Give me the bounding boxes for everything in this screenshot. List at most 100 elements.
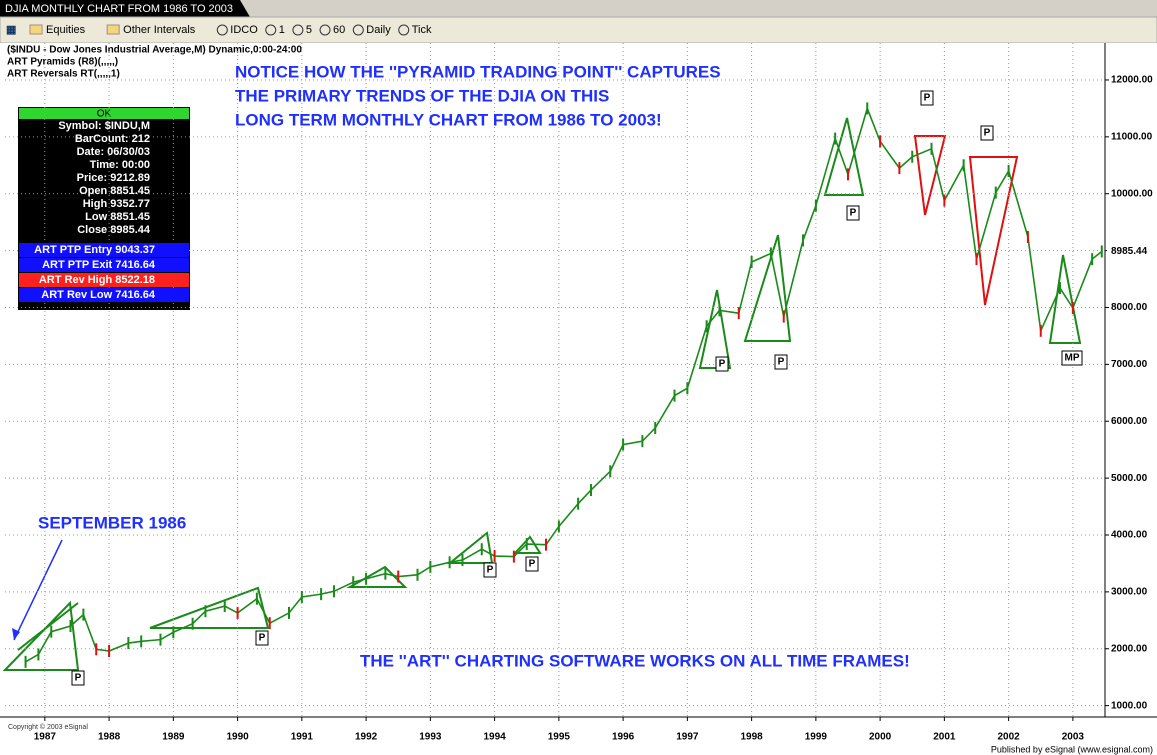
bar-tick (975, 253, 978, 266)
last-price-box (1107, 244, 1155, 259)
arrow (13, 539, 63, 641)
marker-label: P (75, 673, 82, 684)
x-tick-label: 1988 (98, 732, 121, 743)
y-tick-label: 12000.00 (1111, 75, 1153, 86)
tab-title: DJIA MONTHLY CHART FROM 1986 TO 2003 (5, 3, 233, 15)
bar-tick (609, 465, 612, 478)
bar-tick (448, 556, 451, 569)
study-label: ART Pyramids (R8)(,,,,,) (7, 57, 118, 68)
bar-tick (930, 142, 933, 155)
bar-tick (994, 186, 997, 199)
marker-label: P (984, 128, 991, 139)
annotation: NOTICE HOW THE ''PYRAMID TRADING POINT''… (235, 62, 721, 81)
bar-tick (50, 625, 53, 638)
info-line: Low 8851.45 (85, 211, 150, 223)
toolbar-item[interactable]: Other Intervals (123, 24, 196, 36)
x-tick-label: 1991 (291, 732, 314, 743)
marker-label: P (487, 565, 494, 576)
bar-tick (320, 588, 323, 601)
toolbar-item[interactable]: IDCO (230, 24, 258, 36)
bar-tick (866, 102, 869, 115)
x-tick-label: 1993 (419, 732, 442, 743)
info-line: Price: 9212.89 (77, 172, 150, 184)
toolbar-item[interactable]: Tick (412, 24, 432, 36)
info-line: Open 8851.45 (79, 185, 150, 197)
bar-tick (1091, 253, 1094, 266)
toolbar-item[interactable]: 1 (279, 24, 285, 36)
bar-tick (962, 159, 965, 172)
bar-tick (911, 150, 914, 163)
y-tick-label: 8000.00 (1111, 302, 1148, 313)
price-axis (1105, 43, 1157, 717)
pyramid (698, 234, 792, 369)
annotation: THE ''ART'' CHARTING SOFTWARE WORKS ON A… (360, 651, 910, 670)
toolbar-icon (29, 24, 43, 35)
bar-tick (365, 572, 368, 585)
info-study: ART Rev High 8522.18 (39, 274, 155, 286)
bar-tick (750, 255, 753, 268)
bar-tick (673, 389, 676, 402)
x-tick-label: 2001 (933, 732, 956, 743)
tab-bar (0, 0, 1157, 17)
bar-tick (545, 538, 548, 551)
toolbar-icon (352, 24, 364, 36)
bar-tick (1039, 324, 1042, 337)
bar-tick (300, 590, 303, 603)
bar-tick (268, 617, 271, 630)
bar-tick (37, 648, 40, 661)
bar-tick (480, 543, 483, 556)
bar-tick (236, 606, 239, 619)
toolbar-item[interactable]: 60 (333, 24, 345, 36)
bar-tick (577, 497, 580, 510)
bar-tick (82, 608, 85, 621)
x-tick-label: 1996 (612, 732, 635, 743)
marker-label: MP (1065, 353, 1080, 364)
bar-tick (1059, 282, 1062, 295)
toolbar-icon: ▦ (6, 24, 16, 36)
bar-tick (718, 304, 721, 317)
bar-tick (191, 617, 194, 630)
x-tick-label: 1990 (226, 732, 249, 743)
toolbar-item[interactable]: Daily (366, 24, 391, 36)
bar-tick (802, 234, 805, 247)
x-tick-label: 2003 (1062, 732, 1085, 743)
bar-tick (782, 310, 785, 323)
last-price: 8985.44 (1111, 246, 1148, 257)
bar-tick (557, 520, 560, 533)
marker-box (525, 556, 539, 572)
marker-label: P (259, 633, 266, 644)
info-status (19, 108, 189, 119)
pyramid (346, 565, 408, 588)
bar-tick (159, 633, 162, 646)
x-tick-label: 1995 (548, 732, 571, 743)
info-line: Date: 06/30/03 (77, 146, 150, 158)
marker-box (715, 356, 729, 372)
info-study: ART Rev Low 7416.64 (41, 289, 156, 301)
bar-tick (879, 135, 882, 148)
marker-label: P (850, 208, 857, 219)
bar-tick (95, 643, 98, 656)
annotation: SEPTEMBER 1986 (38, 513, 186, 532)
marker-box (71, 670, 85, 686)
info-line: Time: 00:00 (90, 159, 150, 171)
pyramid (913, 135, 1019, 306)
info-study: ART PTP Exit 7416.64 (42, 259, 156, 271)
x-tick-label: 1994 (483, 732, 506, 743)
pyramid (2, 600, 80, 671)
bar-tick (127, 637, 130, 650)
toolbar-item[interactable]: 5 (306, 24, 312, 36)
bar-tick (589, 484, 592, 497)
y-tick-label: 7000.00 (1111, 359, 1148, 370)
toolbar-icon (319, 24, 331, 36)
tab (0, 0, 250, 17)
arrow-head (12, 628, 20, 640)
y-tick-label: 2000.00 (1111, 643, 1148, 654)
bar-tick (384, 567, 387, 580)
y-tick-label: 3000.00 (1111, 587, 1148, 598)
y-tick-label: 6000.00 (1111, 416, 1148, 427)
toolbar-item[interactable]: Equities (46, 24, 86, 36)
annotation: LONG TERM MONTHLY CHART FROM 1986 TO 200… (235, 110, 662, 129)
info-status-text: OK (97, 109, 112, 120)
toolbar-icon (216, 24, 228, 36)
